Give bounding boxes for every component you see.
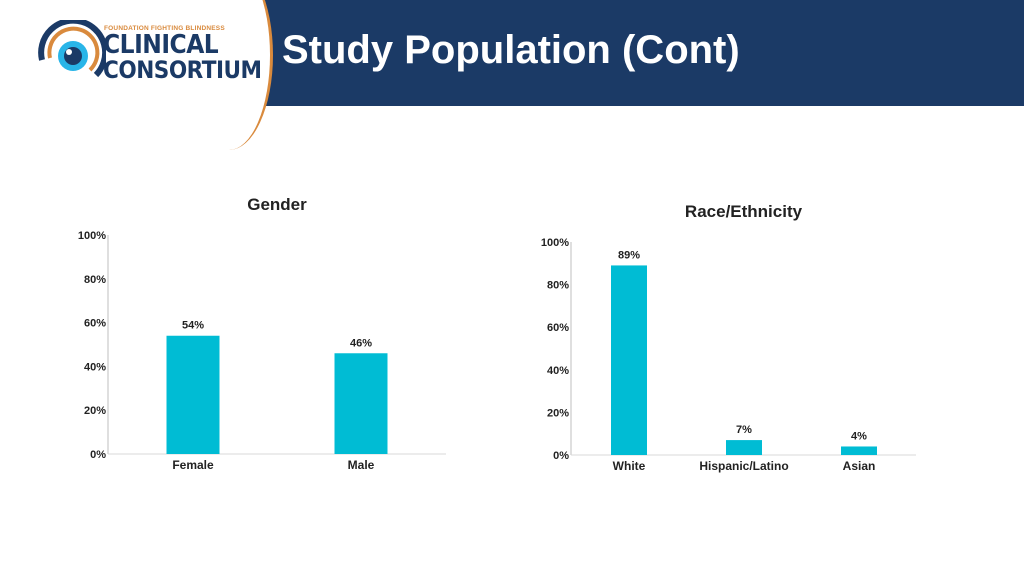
- race-y-tick-label: 20%: [547, 407, 569, 419]
- race-data-label: 4%: [851, 430, 867, 442]
- gender-y-tick-label: 100%: [78, 230, 106, 242]
- race-data-label: 89%: [618, 249, 640, 261]
- gender-category-label: Male: [348, 458, 375, 472]
- eye-logo-icon: [38, 20, 106, 78]
- gender-y-tick-label: 0%: [90, 449, 106, 461]
- race-category-label: White: [613, 459, 646, 473]
- gender-y-tick-label: 60%: [84, 318, 106, 330]
- logo-tagline: FOUNDATION FIGHTING BLINDNESS: [104, 25, 225, 32]
- gender-category-label: Female: [172, 458, 214, 472]
- gender-y-tick-label: 20%: [84, 405, 106, 417]
- race-category-label: Hispanic/Latino: [699, 459, 788, 473]
- race-y-tick-label: 60%: [547, 322, 569, 334]
- gender-y-tick-label: 40%: [84, 361, 106, 373]
- race-y-tick-label: 80%: [547, 280, 569, 292]
- race-y-tick-label: 0%: [553, 450, 569, 462]
- gender-data-label: 54%: [182, 320, 204, 332]
- logo-text-consortium: CONSORTIUM: [103, 56, 262, 84]
- race-bar-asian: [841, 446, 877, 455]
- race-bar-white: [611, 265, 647, 455]
- race-bar-hispanic-latino: [726, 440, 762, 455]
- gender-y-tick-label: 80%: [84, 274, 106, 286]
- gender-data-label: 46%: [350, 337, 372, 349]
- race-y-tick-label: 40%: [547, 365, 569, 377]
- page-title: Study Population (Cont): [282, 28, 740, 72]
- race-y-tick-label: 100%: [541, 237, 569, 249]
- logo-panel: FOUNDATION FIGHTING BLINDNESS CLINICAL C…: [0, 0, 273, 150]
- gender-chart-title: Gender: [247, 195, 307, 214]
- race-category-label: Asian: [843, 459, 876, 473]
- race-chart-title: Race/Ethnicity: [685, 202, 803, 221]
- logo-text-clinical: CLINICAL: [103, 30, 219, 60]
- race-data-label: 7%: [736, 424, 752, 436]
- header-bar: FOUNDATION FIGHTING BLINDNESS CLINICAL C…: [0, 0, 1024, 150]
- gender-bar-male: [334, 353, 388, 454]
- gender-bar-female: [166, 335, 220, 454]
